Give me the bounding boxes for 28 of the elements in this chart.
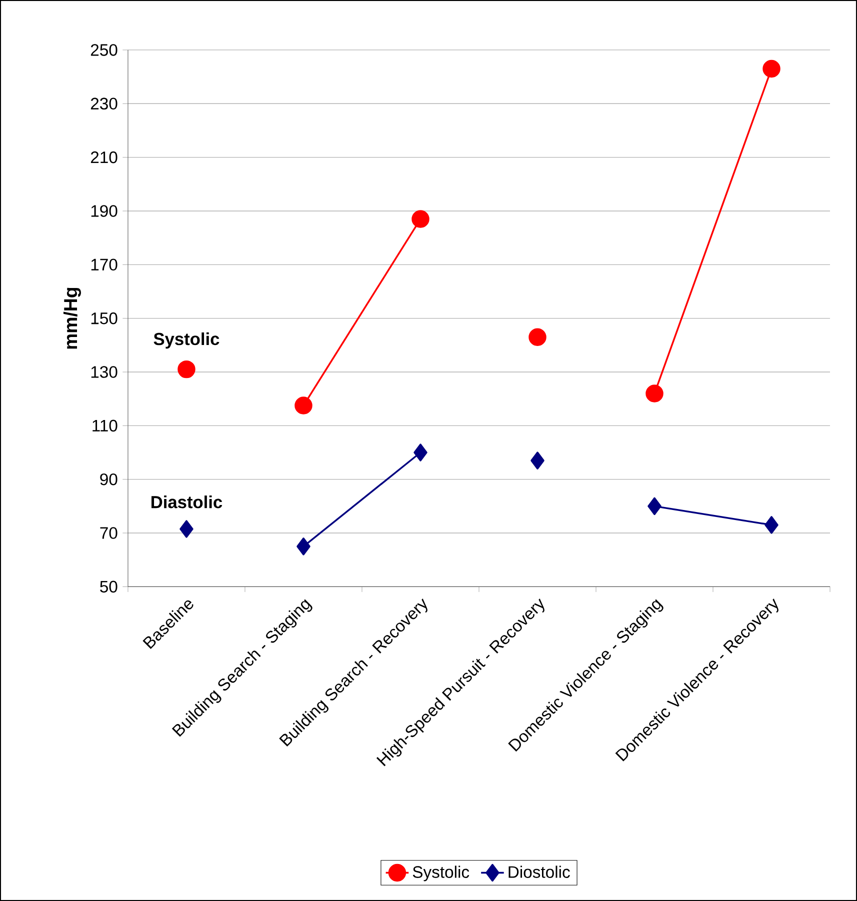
point [296, 538, 310, 556]
point [762, 60, 780, 78]
y-tick-label: 150 [91, 312, 118, 324]
point [764, 516, 778, 534]
point [178, 360, 196, 378]
annotation: Systolic [154, 332, 220, 349]
point [648, 497, 662, 516]
y-tick-label: 50 [100, 580, 118, 593]
y-tick-label: 170 [91, 258, 118, 271]
point [180, 520, 194, 538]
y-tick-label: 250 [90, 44, 118, 56]
point [530, 452, 544, 470]
y-tick-label: 110 [92, 420, 118, 432]
point [646, 384, 664, 402]
y-axis-title: mm/Hg [63, 288, 81, 349]
annotation: Diastolic [152, 496, 222, 508]
point [294, 396, 312, 414]
y-tick-label: 190 [91, 205, 118, 217]
y-tick-label: 70 [100, 527, 118, 539]
legend-label: Diostolic [508, 866, 570, 878]
point [412, 210, 430, 228]
y-tick-label: 210 [90, 151, 118, 164]
y-tick-label: 90 [100, 473, 118, 486]
legend-label: Systolic [412, 866, 470, 882]
point [528, 328, 546, 346]
y-tick-label: 230 [90, 98, 118, 110]
point [414, 444, 428, 462]
y-tick-label: 130 [91, 366, 118, 378]
